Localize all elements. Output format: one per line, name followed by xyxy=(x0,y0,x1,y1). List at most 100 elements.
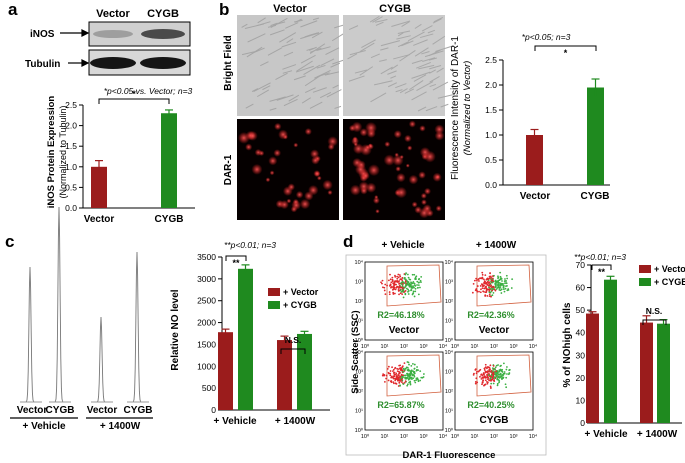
fluorescent-cell xyxy=(408,120,416,128)
event-dot xyxy=(402,383,405,385)
cell-texture xyxy=(283,51,294,57)
fluorescent-cell xyxy=(274,122,282,131)
event-dot xyxy=(400,368,403,371)
y-tick-label: 0 xyxy=(211,405,216,415)
significance-marker: ** xyxy=(232,258,240,268)
fluorescent-cell xyxy=(292,198,299,205)
event-dot xyxy=(394,373,397,376)
cell-texture xyxy=(380,40,401,47)
cell-texture xyxy=(388,82,398,88)
cell-texture xyxy=(281,41,297,48)
cell-texture xyxy=(391,20,411,27)
cell-texture xyxy=(303,64,321,76)
event-dot xyxy=(506,277,509,280)
event-dot xyxy=(476,381,479,384)
x-tick-label: 10⁰ xyxy=(451,433,460,440)
cell-texture xyxy=(387,70,397,75)
event-dot xyxy=(492,288,495,291)
cell-texture xyxy=(257,17,266,24)
fluorescent-cell xyxy=(279,200,289,210)
cell-texture xyxy=(440,103,449,108)
event-dot xyxy=(491,372,494,375)
legend-swatch xyxy=(639,278,651,286)
cell-texture xyxy=(295,65,314,73)
gate-outline xyxy=(476,264,532,307)
cell-texture xyxy=(427,29,436,34)
fluorescent-cell xyxy=(374,195,379,200)
event-dot xyxy=(484,371,487,374)
event-dot xyxy=(401,276,404,279)
event-dot xyxy=(422,373,425,375)
event-dot xyxy=(395,382,397,385)
event-dot xyxy=(485,285,488,288)
x-tick-label: + 1400W xyxy=(275,416,316,427)
y-tick-label: 10⁴ xyxy=(355,259,364,266)
event-dot xyxy=(407,288,409,291)
event-dot xyxy=(505,280,507,282)
event-dot xyxy=(494,286,497,289)
event-dot xyxy=(403,362,406,365)
event-dot xyxy=(491,281,494,284)
event-dot xyxy=(497,375,500,378)
event-dot xyxy=(478,280,480,282)
significance-note: *p<0.05 vs. Vector; n=3 xyxy=(104,86,193,96)
fluorescent-cell xyxy=(360,187,368,195)
x-tick-label: 10⁰ xyxy=(451,343,460,350)
y-tick-label: 10³ xyxy=(445,370,453,376)
western-blot-tubulin xyxy=(88,49,191,76)
event-dot xyxy=(403,374,406,377)
cell-texture xyxy=(279,32,297,43)
bar xyxy=(586,313,599,423)
event-dot xyxy=(401,293,404,296)
brightfield-image-cygb xyxy=(343,15,455,116)
event-dot xyxy=(501,280,503,282)
fluorescent-cell xyxy=(348,124,356,132)
significance-marker: ** xyxy=(598,267,606,277)
cell-texture xyxy=(395,83,407,89)
event-dot xyxy=(484,274,487,277)
cell-texture xyxy=(304,87,316,94)
y-tick-label: 2.5 xyxy=(485,55,497,65)
event-dot xyxy=(418,277,421,280)
x-tick-label: CYGB xyxy=(155,214,184,225)
event-dot xyxy=(472,282,475,285)
event-dot xyxy=(498,370,501,373)
event-dot xyxy=(499,373,502,376)
cell-texture xyxy=(437,93,455,99)
event-dot xyxy=(496,378,499,381)
fluorescent-cell xyxy=(419,125,426,132)
cell-texture xyxy=(422,57,436,63)
event-dot xyxy=(395,372,398,375)
cell-texture xyxy=(300,20,318,28)
event-dot xyxy=(419,286,421,289)
y-tick-label: 10¹ xyxy=(445,409,453,415)
fluorescent-cell xyxy=(372,197,380,205)
event-dot xyxy=(475,372,478,375)
event-dot xyxy=(389,278,392,281)
event-dot xyxy=(398,282,400,285)
event-dot xyxy=(410,289,413,292)
y-tick-label: 10² xyxy=(445,299,453,305)
event-dot xyxy=(483,367,486,370)
cell-texture xyxy=(429,83,437,88)
event-dot xyxy=(400,290,403,293)
cell-texture xyxy=(256,21,271,27)
x-tick-label: 10² xyxy=(400,434,408,440)
bar xyxy=(587,87,604,185)
event-dot xyxy=(412,281,415,283)
event-dot xyxy=(480,288,482,291)
event-dot xyxy=(389,370,392,372)
event-dot xyxy=(484,294,487,297)
y-axis-title: Relative NO level xyxy=(170,289,181,370)
cell-texture xyxy=(324,71,339,76)
event-dot xyxy=(398,372,401,375)
event-dot xyxy=(496,377,499,379)
fluorescent-cell xyxy=(424,187,431,195)
y-tick-label: 10⁰ xyxy=(355,427,364,434)
event-dot xyxy=(495,373,498,376)
cell-texture xyxy=(399,88,408,94)
event-dot xyxy=(494,279,497,282)
bar-chart-b: 0.0 0.5 1.0 1.5 2.0 2.5 Vector CYGB * xyxy=(485,45,610,202)
event-dot xyxy=(383,380,386,383)
cell-texture xyxy=(379,59,387,62)
